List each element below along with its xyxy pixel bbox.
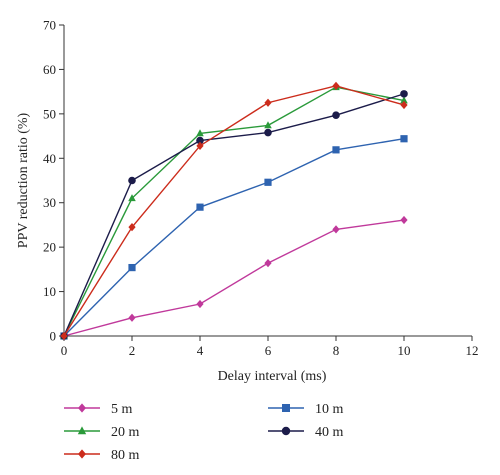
data-point-80m (332, 81, 340, 91)
y-axis-title: PPV reduction ratio (%) (16, 112, 31, 248)
y-tick-label: 50 (43, 106, 56, 121)
data-point-80m (400, 100, 408, 110)
legend-marker-80m (78, 449, 86, 459)
y-tick-label: 40 (43, 151, 56, 166)
legend-item-5m: 5 m (64, 402, 133, 417)
y-tick-label: 30 (43, 195, 56, 210)
x-tick-label: 6 (265, 343, 272, 358)
data-point-10m (400, 135, 408, 143)
y-tick-label: 10 (43, 284, 56, 299)
data-point-10m (264, 178, 272, 186)
legend-label-40m: 40 m (315, 425, 344, 440)
axes: 0 10 20 30 40 50 60 70 0 2 4 6 8 10 12 (43, 18, 479, 359)
legend-label-20m: 20 m (111, 425, 140, 440)
legend-item-10m: 10 m (268, 402, 344, 417)
data-point-40m (196, 136, 204, 145)
x-tick-label: 0 (61, 343, 68, 358)
data-point-40m (128, 176, 136, 185)
data-point-40m (400, 90, 408, 98)
y-tick-label: 60 (43, 62, 56, 77)
data-point-10m (196, 203, 204, 211)
data-point-20m (196, 129, 204, 137)
legend-marker-5m (78, 403, 86, 413)
legend-label-80m: 80 m (111, 448, 140, 463)
series-20m (60, 83, 408, 339)
data-point-10m (332, 146, 340, 154)
data-point-80m (264, 98, 272, 107)
data-point-10m (128, 263, 136, 272)
data-point-80m (128, 223, 136, 232)
series-line-10m (63, 138, 405, 337)
data-point-5m (264, 258, 272, 268)
data-point-5m (196, 299, 204, 309)
legend-label-10m: 10 m (315, 402, 344, 417)
data-point-5m (400, 215, 408, 225)
x-tick-label: 2 (129, 343, 136, 358)
legend-label-5m: 5 m (111, 402, 133, 417)
y-tick-label: 20 (43, 240, 56, 255)
data-point-20m (400, 96, 408, 104)
y-tick-label: 70 (43, 18, 56, 33)
series-40m (60, 90, 408, 340)
data-point-80m (196, 141, 204, 150)
series-line-5m (63, 219, 405, 337)
x-tick-label: 4 (197, 343, 204, 358)
series-line-40m (63, 93, 405, 337)
series-80m (60, 81, 408, 341)
data-point-40m (264, 128, 272, 137)
legend-marker-40m (281, 426, 291, 436)
data-point-80m (60, 331, 68, 341)
legend-marker-20m (77, 426, 87, 435)
legend-item-40m: 40 m (268, 425, 344, 440)
data-point-20m (128, 194, 136, 202)
series-5m (60, 215, 408, 341)
legend-marker-10m (282, 404, 290, 412)
legend-item-80m: 80 m (64, 448, 140, 463)
series-line-80m (63, 85, 405, 337)
legend-item-20m: 20 m (64, 425, 140, 440)
data-point-5m (128, 313, 136, 322)
data-point-20m (264, 121, 272, 129)
x-tick-label: 12 (466, 343, 479, 358)
x-tick-label: 8 (333, 343, 340, 358)
y-tick-label: 0 (50, 329, 57, 344)
data-point-40m (332, 111, 340, 119)
x-tick-label: 10 (398, 343, 411, 358)
legend: 5 m 10 m 20 m 40 m 80 m (64, 402, 344, 463)
x-axis-title: Delay interval (ms) (218, 369, 327, 384)
data-point-5m (332, 225, 340, 234)
series-layer (60, 81, 408, 341)
